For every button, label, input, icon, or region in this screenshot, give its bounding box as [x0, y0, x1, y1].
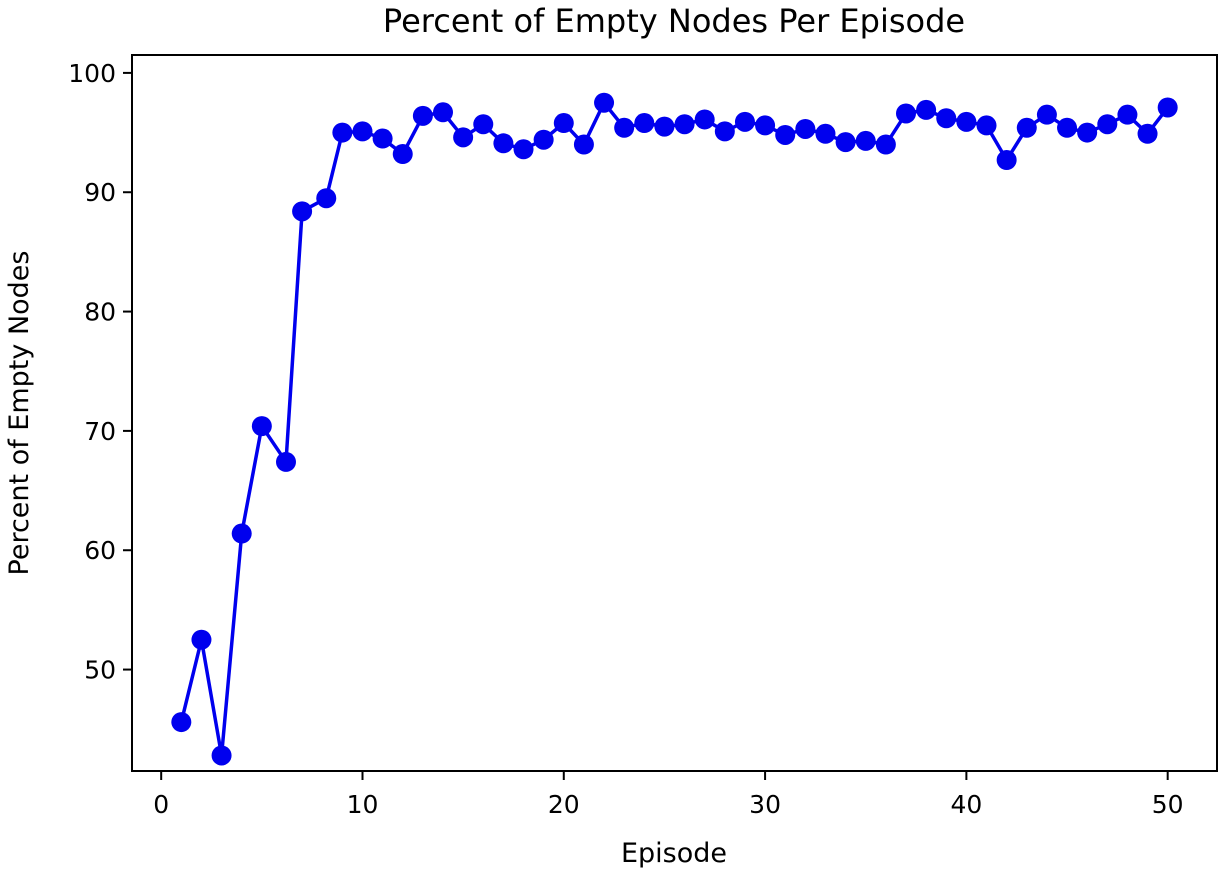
x-tick-label: 10: [347, 790, 379, 819]
data-point: [231, 523, 252, 544]
data-point: [614, 117, 635, 138]
data-point: [795, 118, 816, 139]
data-point: [316, 188, 337, 209]
x-axis-label: Episode: [621, 838, 727, 869]
plot-frame: [131, 54, 1218, 772]
data-point: [573, 134, 594, 155]
data-point: [1157, 97, 1178, 118]
data-point: [372, 128, 393, 149]
data-point: [654, 116, 675, 137]
data-point: [412, 105, 433, 126]
x-tick-label: 50: [1152, 790, 1184, 819]
data-point: [734, 111, 755, 132]
data-point: [493, 133, 514, 154]
y-tick-label: 60: [84, 536, 116, 565]
data-point: [996, 150, 1017, 171]
data-point: [171, 712, 192, 733]
data-point: [976, 115, 997, 136]
data-point: [275, 451, 296, 472]
y-axis: 50 60 70 80 90 100: [68, 59, 132, 685]
data-point: [956, 111, 977, 132]
data-point: [916, 99, 937, 120]
data-point: [251, 416, 272, 437]
x-tick-label: 20: [548, 790, 580, 819]
x-tick-label: 40: [950, 790, 982, 819]
data-point: [1036, 104, 1057, 125]
y-tick-label: 50: [84, 656, 116, 685]
x-tick-label: 30: [749, 790, 781, 819]
data-point: [1137, 123, 1158, 144]
data-point: [453, 127, 474, 148]
data-point: [1016, 117, 1037, 138]
data-point: [533, 129, 554, 150]
data-point: [775, 124, 796, 145]
y-tick-label: 100: [68, 59, 116, 88]
y-tick-label: 90: [84, 178, 116, 207]
data-point: [694, 109, 715, 130]
data-point: [755, 115, 776, 136]
data-point: [332, 122, 353, 143]
data-point: [936, 108, 957, 129]
y-tick-label: 80: [84, 298, 116, 327]
chart-title: Percent of Empty Nodes Per Episode: [383, 2, 965, 40]
x-axis: 0 10 20 30 40 50: [153, 771, 1184, 819]
data-point: [1117, 104, 1138, 125]
series-layer: [171, 92, 1178, 766]
data-point: [634, 113, 655, 134]
data-point: [855, 130, 876, 151]
data-point: [1077, 122, 1098, 143]
data-point: [594, 92, 615, 113]
data-point: [211, 745, 232, 766]
data-point: [835, 132, 856, 153]
x-tick-label: 0: [153, 790, 169, 819]
data-point: [513, 139, 534, 160]
data-point: [1097, 114, 1118, 135]
data-point: [473, 114, 494, 135]
data-point: [352, 121, 373, 142]
data-point: [815, 123, 836, 144]
data-point: [895, 103, 916, 124]
data-point: [433, 102, 454, 123]
y-axis-label: Percent of Empty Nodes: [4, 251, 35, 576]
data-point: [392, 144, 413, 165]
data-point: [191, 629, 212, 650]
data-point: [553, 113, 574, 134]
data-point: [674, 114, 695, 135]
data-point: [1057, 117, 1078, 138]
y-tick-label: 70: [84, 417, 116, 446]
data-point: [292, 201, 313, 222]
data-point: [875, 134, 896, 155]
data-point: [714, 121, 735, 142]
